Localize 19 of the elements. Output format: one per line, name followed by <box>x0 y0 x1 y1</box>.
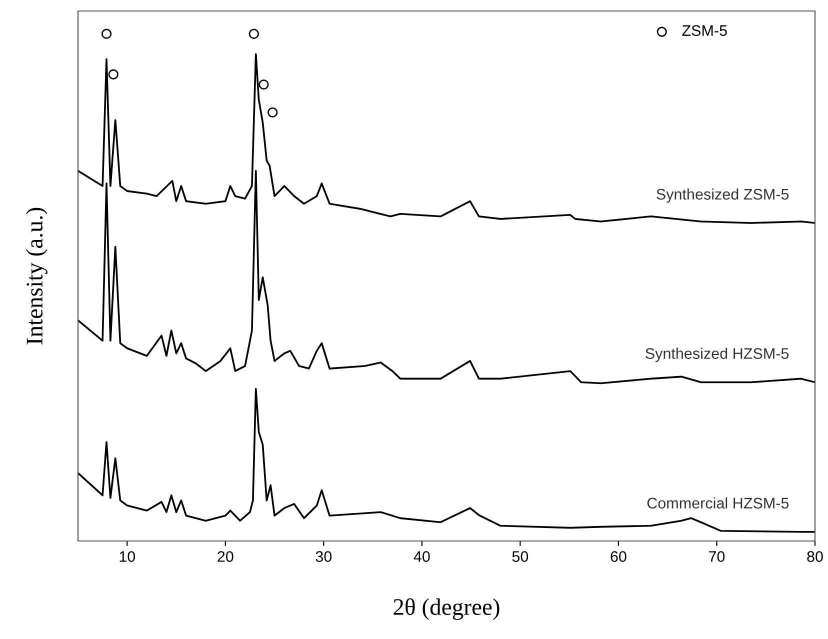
series-label: Synthesized ZSM-5 <box>656 188 789 203</box>
point <box>101 28 112 39</box>
y-axis-title: Intensity (a.u.) <box>26 208 48 344</box>
x-tick-label: 20 <box>218 551 234 562</box>
x-tick-label: 60 <box>610 551 626 562</box>
point <box>258 79 269 90</box>
x-axis-title: 2θ (degree) <box>394 598 500 620</box>
point <box>248 28 259 39</box>
series-label: Commercial HZSM-5 <box>647 497 789 509</box>
series-label: Synthesized HZSM-5 <box>646 348 789 362</box>
point <box>108 69 118 80</box>
x-tick-label: 80 <box>807 551 823 562</box>
x-tick-label: 30 <box>316 551 332 562</box>
x-tick-label: 10 <box>120 551 136 562</box>
x-tick-label: 50 <box>512 551 528 562</box>
x-tick-label: 70 <box>709 551 725 562</box>
legend-label: ZSM-5 <box>682 25 727 36</box>
point <box>267 107 278 118</box>
x-tick-label: 40 <box>414 551 430 562</box>
